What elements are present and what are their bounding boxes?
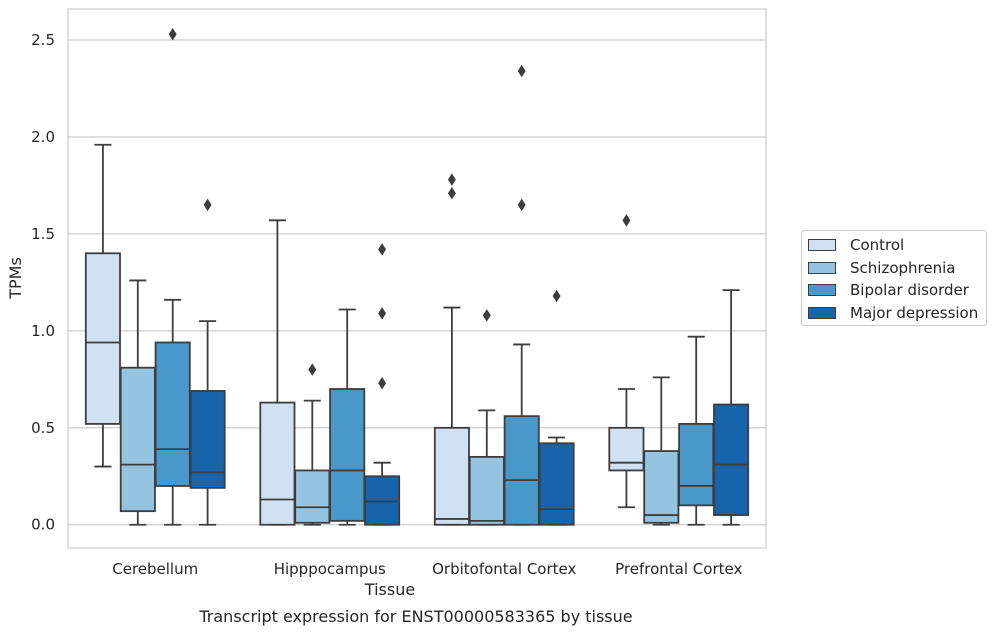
- box: [538, 442, 575, 526]
- legend: Control Schizophrenia Bipolar disorder M…: [801, 230, 987, 326]
- x-tick-label: Cerebellum: [112, 560, 198, 578]
- outlier-point: [378, 376, 387, 390]
- legend-swatch-major-depression: [808, 307, 836, 319]
- legend-label-schizophrenia: Schizophrenia: [850, 259, 956, 277]
- y-tick-labels: 0.0 0.5 1.0 1.5 2.0 2.5: [31, 31, 55, 534]
- outlier-point: [447, 173, 456, 186]
- y-tick-label: 2.5: [31, 31, 55, 49]
- y-tick-label: 1.0: [31, 322, 55, 340]
- y-axis-label: TPMs: [6, 257, 25, 300]
- y-tick-label: 0.0: [31, 516, 55, 534]
- box: [713, 403, 750, 516]
- y-tick-label: 2.0: [31, 128, 55, 146]
- box: [329, 388, 366, 522]
- box: [154, 341, 191, 487]
- box: [608, 426, 645, 472]
- outlier-point: [168, 27, 177, 41]
- x-tick-label: Hipppocampus: [274, 560, 386, 578]
- box: [259, 401, 296, 526]
- box: [294, 469, 331, 524]
- box: [503, 415, 540, 526]
- outlier-point: [447, 186, 456, 200]
- outlier-point: [552, 289, 561, 303]
- outlier-point: [308, 363, 317, 376]
- legend-item-bipolar-disorder: Bipolar disorder: [808, 280, 969, 300]
- box: [433, 426, 470, 526]
- legend-swatch-bipolar-disorder: [808, 284, 836, 296]
- y-tick-label: 1.5: [31, 225, 55, 243]
- legend-swatch-control: [808, 239, 836, 251]
- legend-item-schizophrenia: Schizophrenia: [808, 258, 955, 278]
- box: [364, 475, 401, 526]
- legend-label-major-depression: Major depression: [850, 304, 979, 322]
- outlier-point: [517, 64, 526, 78]
- outlier-point: [378, 307, 387, 320]
- y-tick-label: 0.5: [31, 419, 55, 437]
- plot-frame: [67, 8, 767, 549]
- box: [119, 366, 156, 513]
- legend-label-control: Control: [850, 236, 905, 254]
- legend-item-control: Control: [808, 235, 904, 255]
- box: [189, 390, 226, 489]
- legend-label-bipolar-disorder: Bipolar disorder: [850, 281, 969, 299]
- boxes: [84, 27, 750, 526]
- legend-item-major-depression: Major depression: [808, 303, 978, 323]
- box: [84, 252, 121, 425]
- outlier-point: [517, 198, 526, 212]
- box: [643, 450, 680, 524]
- chart-caption: Transcript expression for ENST0000058336…: [198, 607, 632, 626]
- outlier-point: [378, 243, 387, 256]
- x-tick-label: Prefrontal Cortex: [615, 560, 742, 578]
- outlier-point: [482, 309, 491, 322]
- x-tick-label: Orbitofontal Cortex: [432, 560, 576, 578]
- x-axis-label: Tissue: [364, 580, 415, 599]
- outlier-point: [203, 198, 212, 212]
- legend-swatch-schizophrenia: [808, 262, 836, 274]
- box: [678, 423, 715, 507]
- x-tick-labels: Cerebellum Hipppocampus Orbitofontal Corte…: [112, 560, 742, 578]
- outlier-point: [622, 214, 631, 227]
- box: [468, 455, 505, 526]
